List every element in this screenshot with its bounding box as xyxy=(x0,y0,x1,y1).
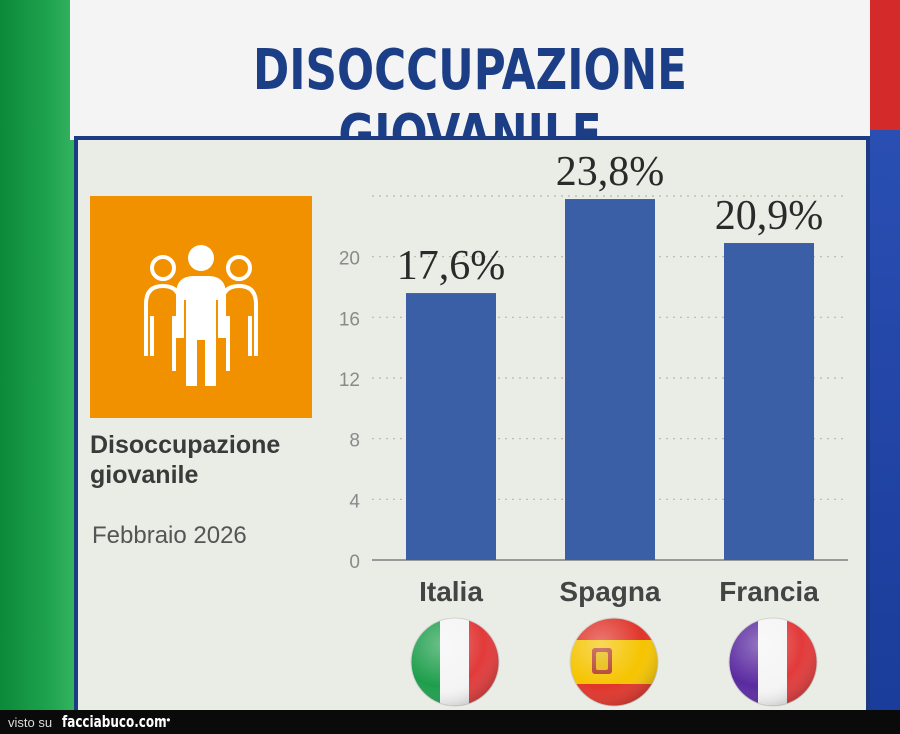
category-label: Spagna xyxy=(559,576,661,607)
watermark-eyes-icon: •• xyxy=(162,713,171,727)
side-title-line2: giovanile xyxy=(90,461,199,489)
page-title: DISOCCUPAZIONE GIOVANILE xyxy=(253,38,687,168)
category-labels: Italia Spagna Francia xyxy=(419,576,819,607)
italian-flag-green-band xyxy=(0,0,82,710)
side-date: Febbraio 2026 xyxy=(92,522,247,549)
y-tick-label: 16 xyxy=(339,309,360,330)
y-tick-label: 20 xyxy=(339,249,360,270)
data-label: 17,6% xyxy=(397,243,506,289)
italy-flag-icon xyxy=(410,617,500,707)
category-label: Italia xyxy=(419,576,483,607)
side-title: Disoccupazione giovanile xyxy=(90,430,280,490)
france-flag-icon xyxy=(728,617,818,707)
watermark-visto-su: visto su xyxy=(8,715,53,730)
watermark-bar: visto su facciabuco.com •• xyxy=(0,710,900,734)
y-tick-label: 4 xyxy=(349,491,360,512)
flags xyxy=(410,617,818,707)
side-title-line1: Disoccupazione xyxy=(90,431,281,459)
y-tick-label: 12 xyxy=(339,370,360,391)
category-label: Francia xyxy=(719,576,819,607)
bar-francia xyxy=(724,243,814,560)
data-labels: 17,6% 23,8% 20,9% xyxy=(397,149,824,289)
y-tick-label: 0 xyxy=(349,552,360,573)
y-tick-label: 8 xyxy=(349,431,360,452)
bar-italia xyxy=(406,293,496,560)
people-group-icon xyxy=(90,196,312,418)
title-area xyxy=(70,0,870,140)
data-label: 20,9% xyxy=(715,193,824,239)
y-axis-ticks: 0 4 8 12 16 20 xyxy=(339,249,361,573)
spain-flag-icon xyxy=(569,617,659,707)
data-label: 23,8% xyxy=(556,149,665,195)
bars xyxy=(406,199,814,561)
watermark-brand[interactable]: facciabuco.com xyxy=(62,712,167,731)
bar-spagna xyxy=(565,199,655,561)
